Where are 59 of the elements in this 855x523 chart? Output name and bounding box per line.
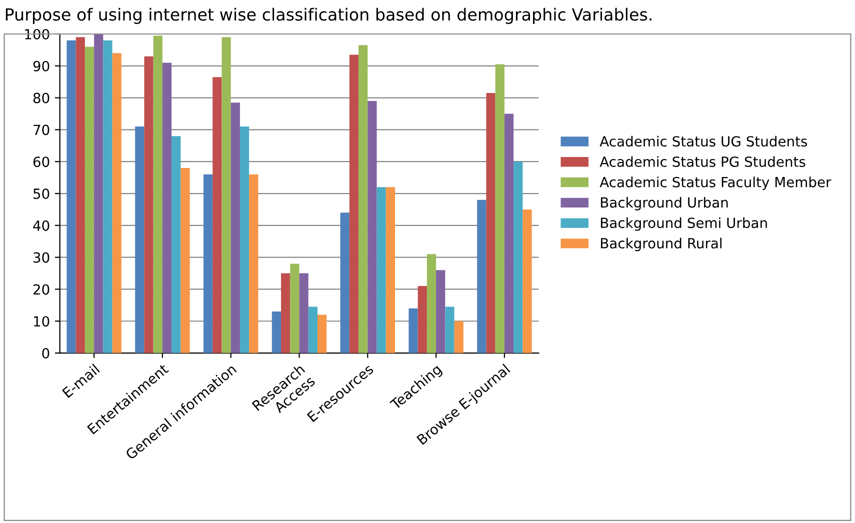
legend-label: Background Urban: [600, 196, 728, 210]
bar: [94, 34, 104, 354]
bar: [290, 264, 300, 354]
bar: [514, 162, 523, 354]
bar: [522, 209, 532, 354]
bar: [230, 102, 240, 354]
bar: [66, 40, 76, 354]
bar: [386, 187, 396, 354]
y-tick-label: 0: [42, 348, 50, 358]
bar: [418, 286, 427, 354]
legend-label: Academic Status PG Students: [600, 156, 806, 167]
bar: [299, 273, 308, 354]
legend-label: Academic Status Faculty Member: [600, 176, 832, 190]
y-tick-label: 60: [33, 156, 50, 168]
bar: [317, 314, 327, 354]
bar: [135, 126, 144, 354]
bar: [203, 174, 213, 354]
bar: [477, 200, 486, 354]
bar: [340, 212, 350, 354]
bar: [153, 36, 162, 354]
bar: [272, 312, 282, 354]
bar: [84, 46, 94, 354]
bar: [358, 45, 368, 354]
bar: [408, 308, 418, 354]
bar: [368, 100, 377, 354]
bar: [426, 254, 436, 354]
legend-label: Background Rural: [600, 238, 722, 252]
bar: [240, 126, 250, 354]
y-tick-label: 10: [34, 316, 50, 327]
bar: [180, 168, 190, 354]
bar: [144, 56, 154, 354]
bar: [212, 77, 222, 354]
bar: [376, 187, 386, 354]
bar: [172, 136, 181, 354]
bar: [349, 54, 359, 354]
y-tick-label: 80: [33, 92, 50, 104]
bar: [112, 53, 122, 354]
bar: [249, 174, 258, 354]
bar: [504, 114, 514, 354]
bar: [281, 273, 290, 354]
y-tick-label: 20: [33, 284, 50, 295]
chart-title: Purpose of using internet wise classification based on demographic Variables.: [6, 8, 652, 24]
legend-label: Academic Status UG Students: [600, 136, 808, 147]
bar: [222, 37, 231, 354]
y-tick-label: 50: [34, 188, 50, 199]
bar: [103, 40, 112, 354]
bar: [76, 37, 85, 354]
y-tick-label: 40: [33, 220, 50, 231]
bar: [162, 62, 172, 354]
legend-label: Background Semi Urban: [600, 217, 767, 231]
bar: [486, 93, 496, 354]
bar: [495, 64, 504, 354]
bar: [308, 306, 318, 354]
bar: [445, 306, 454, 354]
y-tick-label: 90: [33, 60, 50, 72]
bar: [436, 270, 446, 354]
y-tick-label: 70: [34, 124, 50, 136]
y-tick-label: 30: [34, 252, 50, 263]
bar: [454, 321, 464, 354]
